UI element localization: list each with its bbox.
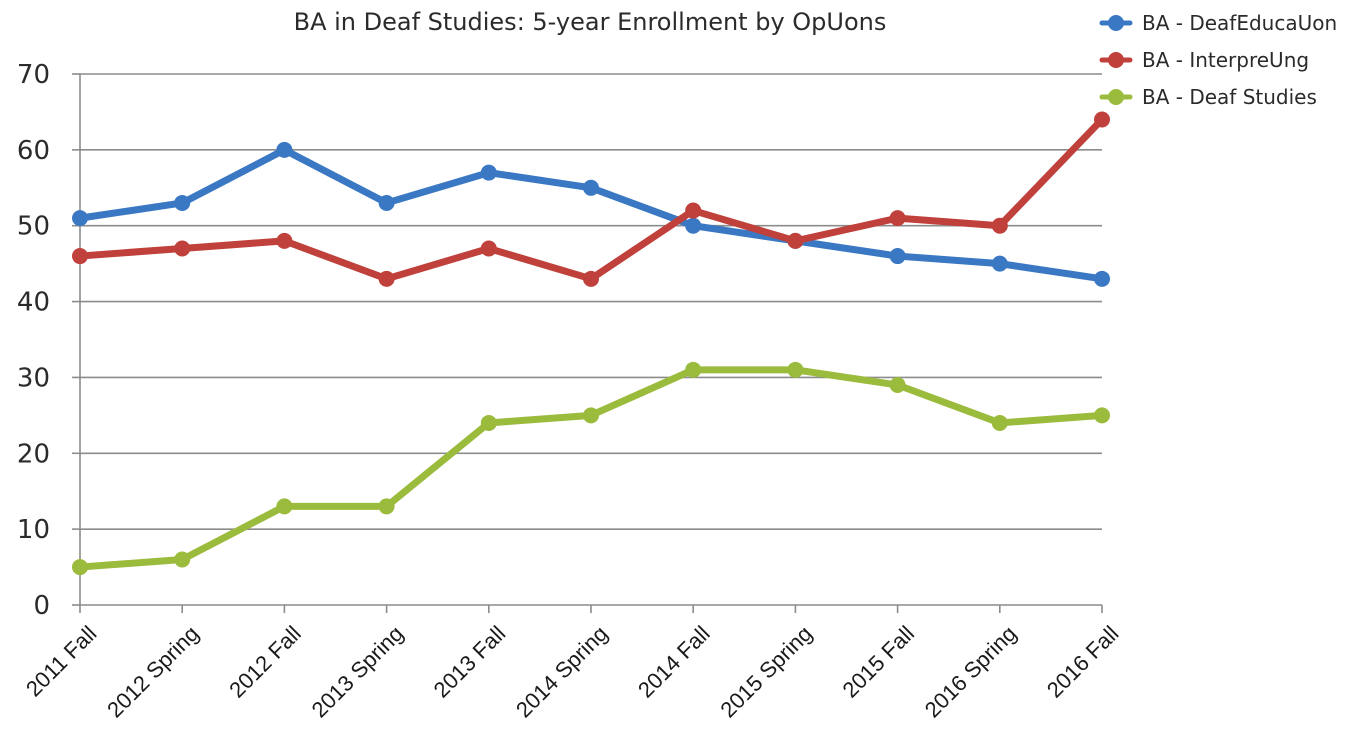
data-point: [276, 498, 293, 515]
series-line: [76, 366, 1106, 571]
data-point: [787, 361, 804, 378]
x-tick-label: 2013 Fall: [429, 621, 511, 703]
data-point: [685, 361, 702, 378]
y-tick-label: 40: [17, 288, 50, 318]
x-tick-label: 2014 Spring: [511, 621, 613, 723]
x-tick-label: 2015 Fall: [837, 621, 919, 703]
data-point: [378, 194, 395, 211]
data-point: [991, 217, 1008, 234]
data-point: [480, 414, 497, 431]
legend-entry: BA - Deaf Studies: [1099, 85, 1317, 109]
data-point: [276, 141, 293, 158]
data-point: [889, 377, 906, 394]
data-point: [174, 551, 191, 568]
legend-marker: [1108, 52, 1124, 68]
data-point: [685, 202, 702, 219]
data-point: [991, 414, 1008, 431]
data-point: [378, 270, 395, 287]
y-tick-label: 30: [17, 363, 50, 393]
legend-marker: [1108, 15, 1124, 31]
legend-label: BA - InterpreUng: [1142, 48, 1309, 72]
series-1: [72, 141, 1110, 287]
data-point: [174, 194, 191, 211]
y-tick-label: 0: [33, 591, 50, 621]
series-group: [72, 111, 1110, 576]
data-point: [480, 164, 497, 181]
data-point: [889, 210, 906, 227]
data-point: [583, 179, 599, 196]
data-point: [174, 240, 191, 257]
data-point: [1094, 407, 1110, 424]
data-point: [480, 240, 497, 257]
data-point: [685, 217, 702, 234]
y-tick-label: 50: [17, 212, 50, 242]
series-3: [72, 361, 1110, 576]
data-point: [72, 210, 88, 227]
y-tick-label: 70: [17, 60, 50, 90]
data-point: [991, 255, 1008, 272]
legend-label: BA - Deaf Studies: [1142, 85, 1317, 109]
y-axis-tick-labels: 0 10 20 30 40 50 60 70: [17, 60, 50, 621]
data-point: [378, 498, 395, 515]
x-tick-label: 2014 Fall: [633, 621, 715, 703]
data-point: [1094, 270, 1110, 287]
legend-marker: [1108, 89, 1124, 105]
legend-label: BA - DeafEducaUon: [1142, 11, 1337, 35]
axes: [72, 73, 1103, 613]
y-tick-label: 60: [17, 136, 50, 166]
x-axis-tick-labels: 2011 Fall 2012 Spring 2012 Fall 2013 Spring…: [21, 621, 1124, 723]
y-tick-label: 10: [17, 515, 50, 545]
series-line: [76, 146, 1106, 283]
chart-title: BA in Deaf Studies: 5-year Enrollment by…: [294, 8, 887, 36]
data-point: [72, 248, 88, 265]
data-point: [583, 270, 599, 287]
data-point: [583, 407, 599, 424]
x-tick-label: 2016 Fall: [1042, 621, 1124, 703]
series-2: [72, 111, 1110, 287]
legend-entry: BA - DeafEducaUon: [1099, 11, 1337, 35]
x-tick-label: 2011 Fall: [21, 621, 102, 702]
data-point: [72, 559, 88, 576]
x-tick-label: 2012 Fall: [224, 621, 306, 703]
data-point: [889, 248, 906, 265]
x-tick-label: 2016 Spring: [920, 621, 1022, 723]
legend: BA - DeafEducaUon BA - InterpreUng BA - De…: [1099, 11, 1337, 109]
data-point: [276, 232, 293, 249]
x-tick-label: 2013 Spring: [307, 621, 409, 723]
x-tick-label: 2012 Spring: [102, 621, 204, 723]
gridlines: [80, 73, 1102, 530]
y-tick-label: 20: [17, 439, 50, 469]
data-point: [1094, 111, 1110, 128]
data-point: [787, 232, 804, 249]
legend-entry: BA - InterpreUng: [1099, 48, 1309, 72]
x-tick-label: 2015 Spring: [715, 621, 817, 723]
series-line: [76, 116, 1106, 283]
